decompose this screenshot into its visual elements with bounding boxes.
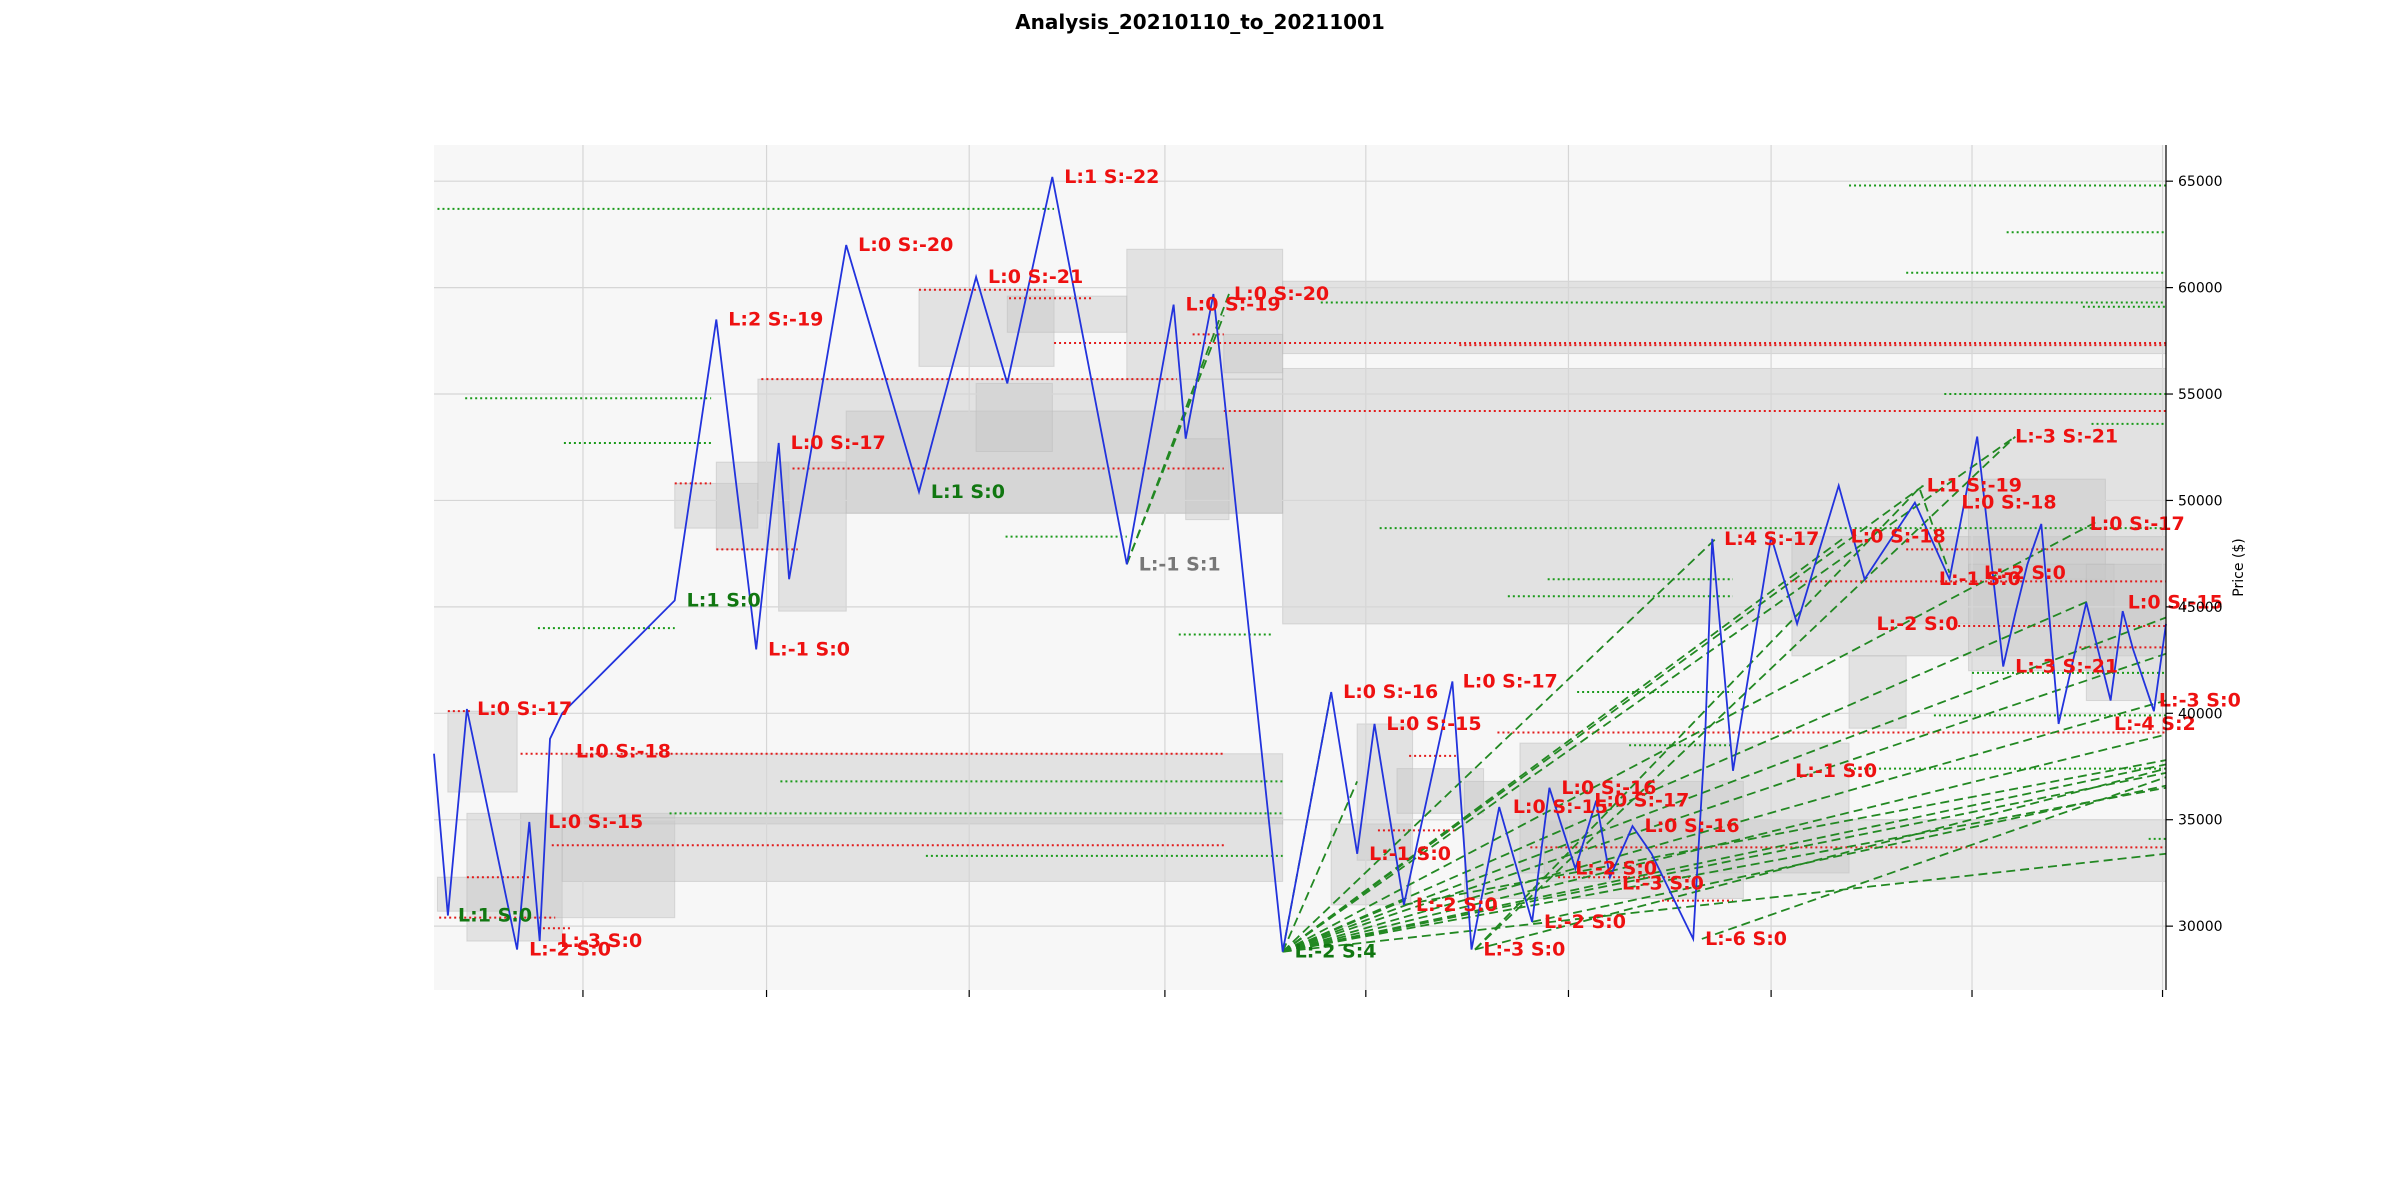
labels-layer: L:0 S:-17 L:1 S:0 L:-2 S:0 L:0 S:-15 L:-3 S:… [458,166,2241,963]
price-label: L:-2 S:0 [1984,562,2066,584]
price-label: L:-1 S:0 [1939,568,2021,590]
projection-line [1282,763,2167,953]
price-label: L:-6 S:0 [1705,928,1787,950]
price-label: L:-1 S:0 [1369,843,1451,865]
projection-line [1282,772,2167,953]
price-label: L:-3 S:0 [1622,873,1704,895]
projection-line [1282,786,2167,953]
zones-layer [436,248,2167,942]
price-label: L:0 S:-17 [1463,670,1558,692]
projection-line [1919,489,1951,574]
price-label: L:-3 S:0 [2159,690,2241,712]
y-tick-label: 55000 [2178,387,2223,403]
price-label: L:-3 S:0 [560,930,642,952]
zone-box [715,461,790,550]
zone-box [975,382,1053,452]
price-label: L:0 S:-15 [2128,592,2223,614]
price-label: L:0 S:-15 [548,811,643,833]
y-tick-label: 30000 [2178,919,2223,935]
price-label: L:-3 S:-21 [2015,655,2118,677]
price-label: L:0 S:-20 [858,234,953,256]
projection-line [1282,484,1925,953]
projection-line [1403,759,2167,906]
price-line [433,176,2167,952]
price-label: L:-3 S:0 [1483,939,1565,961]
levels-layer [437,184,2166,930]
y-tick-label: 65000 [2178,174,2223,190]
y-tick-label: 60000 [2178,281,2223,297]
price-label: L:0 S:-19 [1185,294,1280,316]
zone-box [447,710,518,793]
price-label: L:0 S:-17 [477,698,572,720]
projection-line [1282,538,1717,953]
price-label: L:4 S:-17 [1724,528,1819,550]
projection-line [1125,314,1225,565]
zone-box [1223,333,1284,374]
zone-box [1185,438,1230,521]
price-label: L:-2 S:0 [1544,911,1626,933]
y-axis-label: Price ($) [2231,538,2247,596]
zone-box [778,461,847,612]
price-label: L:1 S:0 [458,905,532,927]
zone-box [520,812,676,919]
price-label: L:0 S:-21 [988,266,1083,288]
price-label: L:1 S:0 [687,589,761,611]
y-tick-label: 40000 [2178,706,2223,722]
price-label: L:1 S:-22 [1064,166,1159,188]
price-label: L:-1 S:0 [768,638,850,660]
y-tick-label: 35000 [2178,813,2223,829]
price-label: L:-2 S:0 [1416,894,1498,916]
price-label: L:1 S:-19 [1927,475,2022,497]
projection-line [1282,435,2016,953]
price-label: L:0 S:-20 [1234,283,1329,305]
price-label: L:-2 S:0 [1877,613,1959,635]
projection-line [1282,652,2167,953]
projection-line [1474,484,1923,951]
zone-box [757,378,1284,514]
price-label: L:-4 S:2 [2114,713,2196,735]
price-label: L:0 S:-18 [1851,526,1946,548]
price-label: L:-2 S:0 [1575,858,1657,880]
projection-line [1531,784,2167,923]
price-label: L:-2 S:0 [529,939,611,961]
projection-line [1282,599,2091,953]
zone-box [1396,768,1485,814]
price-layer [433,176,2167,952]
price-label: L:0 S:-15 [1513,796,1608,818]
price-label: L:0 S:-17 [2090,513,2185,535]
projection-line [1282,852,2167,953]
price-label: L:0 S:-16 [1561,777,1656,799]
y-tick-label: 50000 [2178,493,2223,509]
zone-box [561,817,1284,882]
projection-line [1282,616,2167,953]
price-label: L:2 S:-19 [728,309,823,331]
zone-box [1006,295,1128,333]
price-label: L:-1 S:1 [1139,553,1221,575]
price-label: L:0 S:-17 [791,432,886,454]
price-label: L:0 S:-17 [1594,790,1689,812]
projection-line [1281,781,1358,953]
price-label: L:0 S:-16 [1343,681,1438,703]
zone-box [918,289,1055,367]
price-label: L:1 S:0 [931,481,1005,503]
zone-box [561,753,1284,825]
price-label: L:0 S:-15 [1386,713,1481,735]
price-label: L:0 S:-18 [576,741,671,763]
y-tick-label: 45000 [2178,600,2223,616]
price-label: L:-1 S:0 [1795,760,1877,782]
axis-layer: 30000 35000 40000 45000 50000 55000 60000 65000… [582,145,2247,997]
chart-title: Analysis_20210110_to_20211001 [1015,10,1385,34]
price-label: L:0 S:-16 [1644,815,1739,837]
price-label: L:0 S:-18 [1961,492,2056,514]
price-label: L:-2 S:4 [1295,941,1377,963]
projection-line [1701,776,2167,940]
price-label: L:-3 S:-21 [2015,426,2118,448]
grid-layer [434,145,2166,990]
zone-box [845,410,1284,514]
